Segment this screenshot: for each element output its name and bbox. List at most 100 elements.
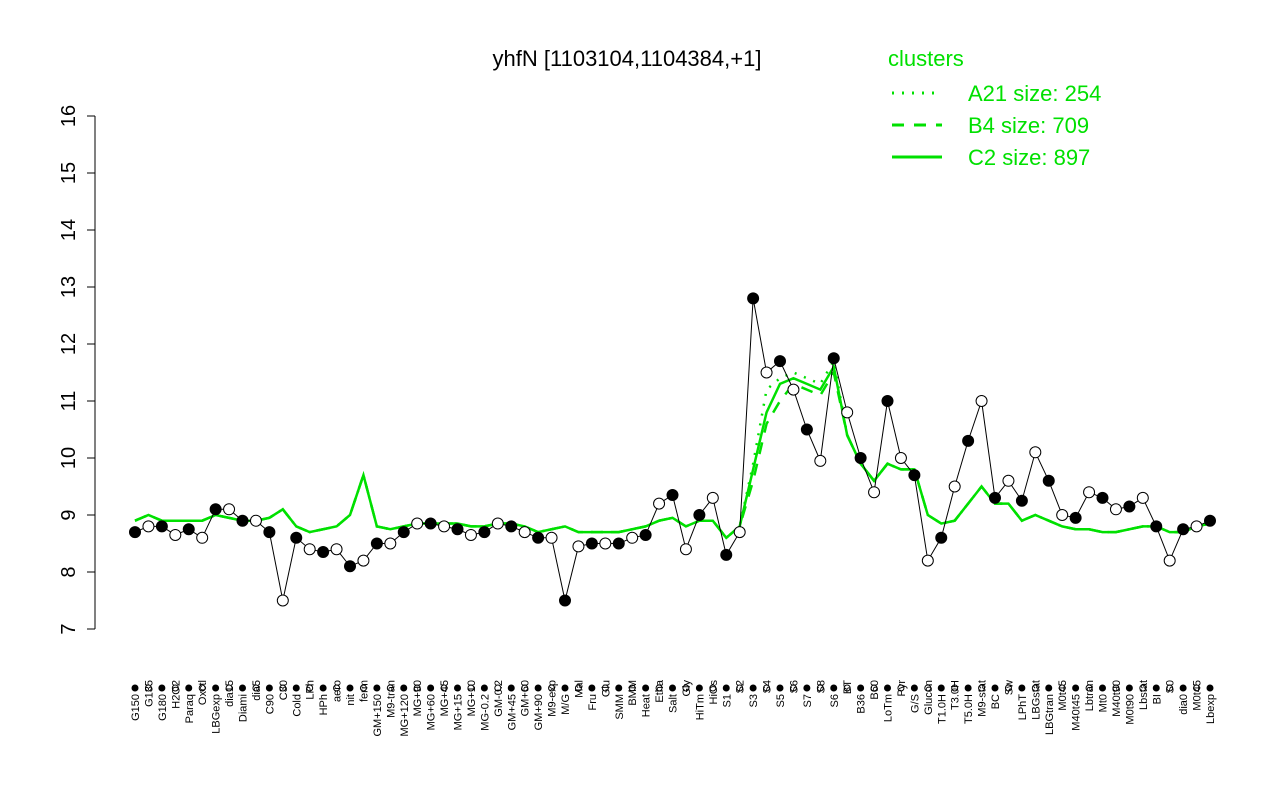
data-point xyxy=(182,523,195,536)
category-marker xyxy=(857,684,865,692)
data-point xyxy=(1177,523,1190,536)
x-tick-label: HiTm xyxy=(694,694,706,720)
category-marker xyxy=(333,684,341,692)
x-tick-label: MG+10 xyxy=(466,680,478,716)
data-point xyxy=(142,520,155,533)
category-marker xyxy=(937,684,945,692)
x-tick-label: MG+15 xyxy=(453,694,465,730)
x-tick-label: Lbexp xyxy=(1205,694,1217,724)
category-marker xyxy=(978,684,986,692)
x-tick-label: Gly xyxy=(681,680,693,697)
data-point xyxy=(693,509,706,521)
x-tick-label: S1 xyxy=(721,694,733,707)
data-point xyxy=(787,383,800,396)
x-tick-label: GM+60 xyxy=(520,680,532,716)
x-tick-label: S3 xyxy=(748,694,760,707)
data-point xyxy=(760,366,773,379)
data-point xyxy=(263,526,276,539)
data-point xyxy=(209,503,222,516)
data-point xyxy=(1204,514,1216,527)
data-point xyxy=(868,486,881,499)
category-marker xyxy=(185,684,193,692)
data-point xyxy=(1056,509,1069,521)
data-point xyxy=(1136,491,1149,504)
data-point xyxy=(223,503,236,516)
x-tick-label: LBGstat xyxy=(1030,680,1042,720)
data-point xyxy=(733,526,746,539)
x-tick-label: M/G xyxy=(560,694,572,715)
category-marker xyxy=(292,684,300,692)
data-point xyxy=(948,480,961,493)
category-marker xyxy=(615,684,623,692)
data-point xyxy=(626,531,639,544)
x-tick-label: aero xyxy=(332,680,344,702)
x-tick-label: MG+120 xyxy=(399,694,411,737)
data-point xyxy=(169,528,182,541)
y-tick-label: 11 xyxy=(58,391,80,412)
x-tick-label: H2O2 xyxy=(170,680,182,709)
y-tick-label: 9 xyxy=(58,509,80,520)
category-marker xyxy=(265,684,273,692)
category-marker xyxy=(521,684,529,692)
x-tick-label: S0 xyxy=(1165,680,1177,693)
data-point xyxy=(464,528,477,541)
x-tick-label: MG+90 xyxy=(412,680,424,716)
category-marker xyxy=(910,684,918,692)
category-marker xyxy=(400,684,408,692)
category-marker xyxy=(1072,684,1080,692)
category-marker xyxy=(534,684,542,692)
x-tick-label: LBGexp xyxy=(211,694,223,734)
category-marker xyxy=(494,684,502,692)
data-point xyxy=(653,497,666,510)
x-tick-label: B60 xyxy=(869,680,881,700)
category-marker xyxy=(588,684,596,692)
category-marker xyxy=(212,684,220,692)
x-tick-label: M9-tran xyxy=(385,680,397,718)
category-marker xyxy=(695,684,703,692)
category-marker xyxy=(776,684,784,692)
x-tick-label: Paraq xyxy=(184,694,196,723)
data-point xyxy=(129,526,141,539)
category-marker xyxy=(440,684,448,692)
category-marker xyxy=(789,684,797,692)
category-marker xyxy=(1112,684,1120,692)
data-point xyxy=(612,537,625,550)
category-marker xyxy=(1004,684,1012,692)
category-marker xyxy=(763,684,771,692)
category-marker xyxy=(669,684,676,692)
y-tick-label: 10 xyxy=(58,447,80,469)
x-tick-label: Heat xyxy=(641,694,653,717)
x-tick-label: Mt0 xyxy=(1098,694,1110,712)
data-point xyxy=(1015,494,1028,507)
x-tick-label: LPh xyxy=(305,680,317,700)
x-tick-label: nit xyxy=(345,694,357,706)
category-marker xyxy=(803,684,811,692)
data-point xyxy=(1069,511,1082,524)
data-point xyxy=(1123,500,1136,513)
data-point xyxy=(989,491,1001,504)
x-tick-label: M40t45 xyxy=(1071,694,1083,731)
y-tick-label: 7 xyxy=(58,623,80,634)
data-point xyxy=(1190,520,1203,533)
data-point xyxy=(438,520,451,533)
category-marker xyxy=(225,684,233,692)
x-tick-label: M9-exp xyxy=(547,680,559,717)
x-tick-label: G135 xyxy=(143,680,155,707)
x-tick-label: MG+45 xyxy=(439,680,451,716)
data-point xyxy=(572,540,585,553)
data-point xyxy=(747,292,760,305)
x-tick-label: S7 xyxy=(802,694,814,707)
data-point xyxy=(478,526,491,539)
data-point xyxy=(357,554,370,567)
category-marker xyxy=(480,684,488,692)
y-tick-label: 8 xyxy=(58,566,80,577)
x-tick-label: BI xyxy=(1151,694,1163,704)
x-tick-label: Mal xyxy=(573,680,585,698)
data-point xyxy=(881,395,894,407)
category-marker xyxy=(319,684,327,692)
category-marker xyxy=(1193,684,1201,692)
x-tick-label: Oxctl xyxy=(197,680,209,705)
category-marker xyxy=(870,684,878,692)
x-tick-label: BT xyxy=(842,680,854,694)
